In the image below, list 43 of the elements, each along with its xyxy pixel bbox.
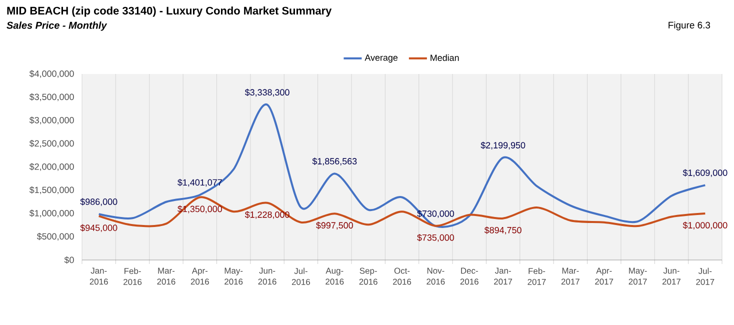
x-tick-label: Jul-2016 [292,268,310,285]
data-label: $735,000 [417,234,454,242]
y-tick-label: $3,500,000 [29,93,74,102]
data-label: $1,000,000 [682,222,728,230]
data-label: $945,000 [80,224,118,232]
x-tick-label: May-2017 [628,268,647,285]
x-tick-label: Mar-2016 [157,268,176,285]
y-tick-label: $500,000 [36,232,74,241]
x-tick-label: Oct-2016 [393,268,412,285]
y-tick-label: $3,000,000 [29,116,74,124]
data-label: $894,750 [484,226,522,234]
x-tick-label: Nov-2016 [426,268,445,285]
data-label: $1,609,000 [682,169,728,177]
x-tick-label: Apr-2016 [190,268,209,285]
x-tick-label: Jun-2016 [258,268,276,285]
x-tick-label: Sep-2016 [359,268,378,285]
data-label: $2,199,950 [480,142,526,150]
legend-label: Median [430,54,459,61]
x-tick-label: Jan-2016 [90,268,108,285]
x-tick-label: Dec-2016 [460,268,478,285]
legend-label: Average [364,54,398,63]
x-tick-label: Feb-2016 [124,268,142,285]
y-tick-label: $4,000,000 [29,70,74,78]
x-tick-label: Jan-2017 [494,268,512,285]
y-tick-label: $2,000,000 [29,163,74,171]
x-tick-label: May-2016 [224,268,243,285]
data-label: $986,000 [80,198,118,206]
x-tick-label: Apr-2017 [595,268,614,285]
caption: Figure 6.3 [668,22,710,30]
x-tick-label: Aug-2016 [326,268,344,285]
data-label: $1,856,563 [312,158,357,166]
y-tick-label: $0 [64,256,74,264]
x-tick-label: Jul-2017 [696,268,714,285]
x-tick-label: Feb-2017 [528,268,546,285]
y-tick-label: $1,000,000 [29,210,74,218]
data-label: $3,338,300 [244,88,290,97]
chart-subtitle: Sales Price - Monthly [6,22,108,31]
y-tick-label: $2,500,000 [29,140,74,148]
y-tick-label: $1,500,000 [29,186,74,194]
chart-title: MID BEACH (zip code 33140) - Luxury Condo Market Summary [7,6,332,17]
x-tick-label: Mar-2017 [561,268,580,285]
x-tick-label: Jun-2017 [662,268,680,285]
data-label: $997,500 [316,222,353,230]
